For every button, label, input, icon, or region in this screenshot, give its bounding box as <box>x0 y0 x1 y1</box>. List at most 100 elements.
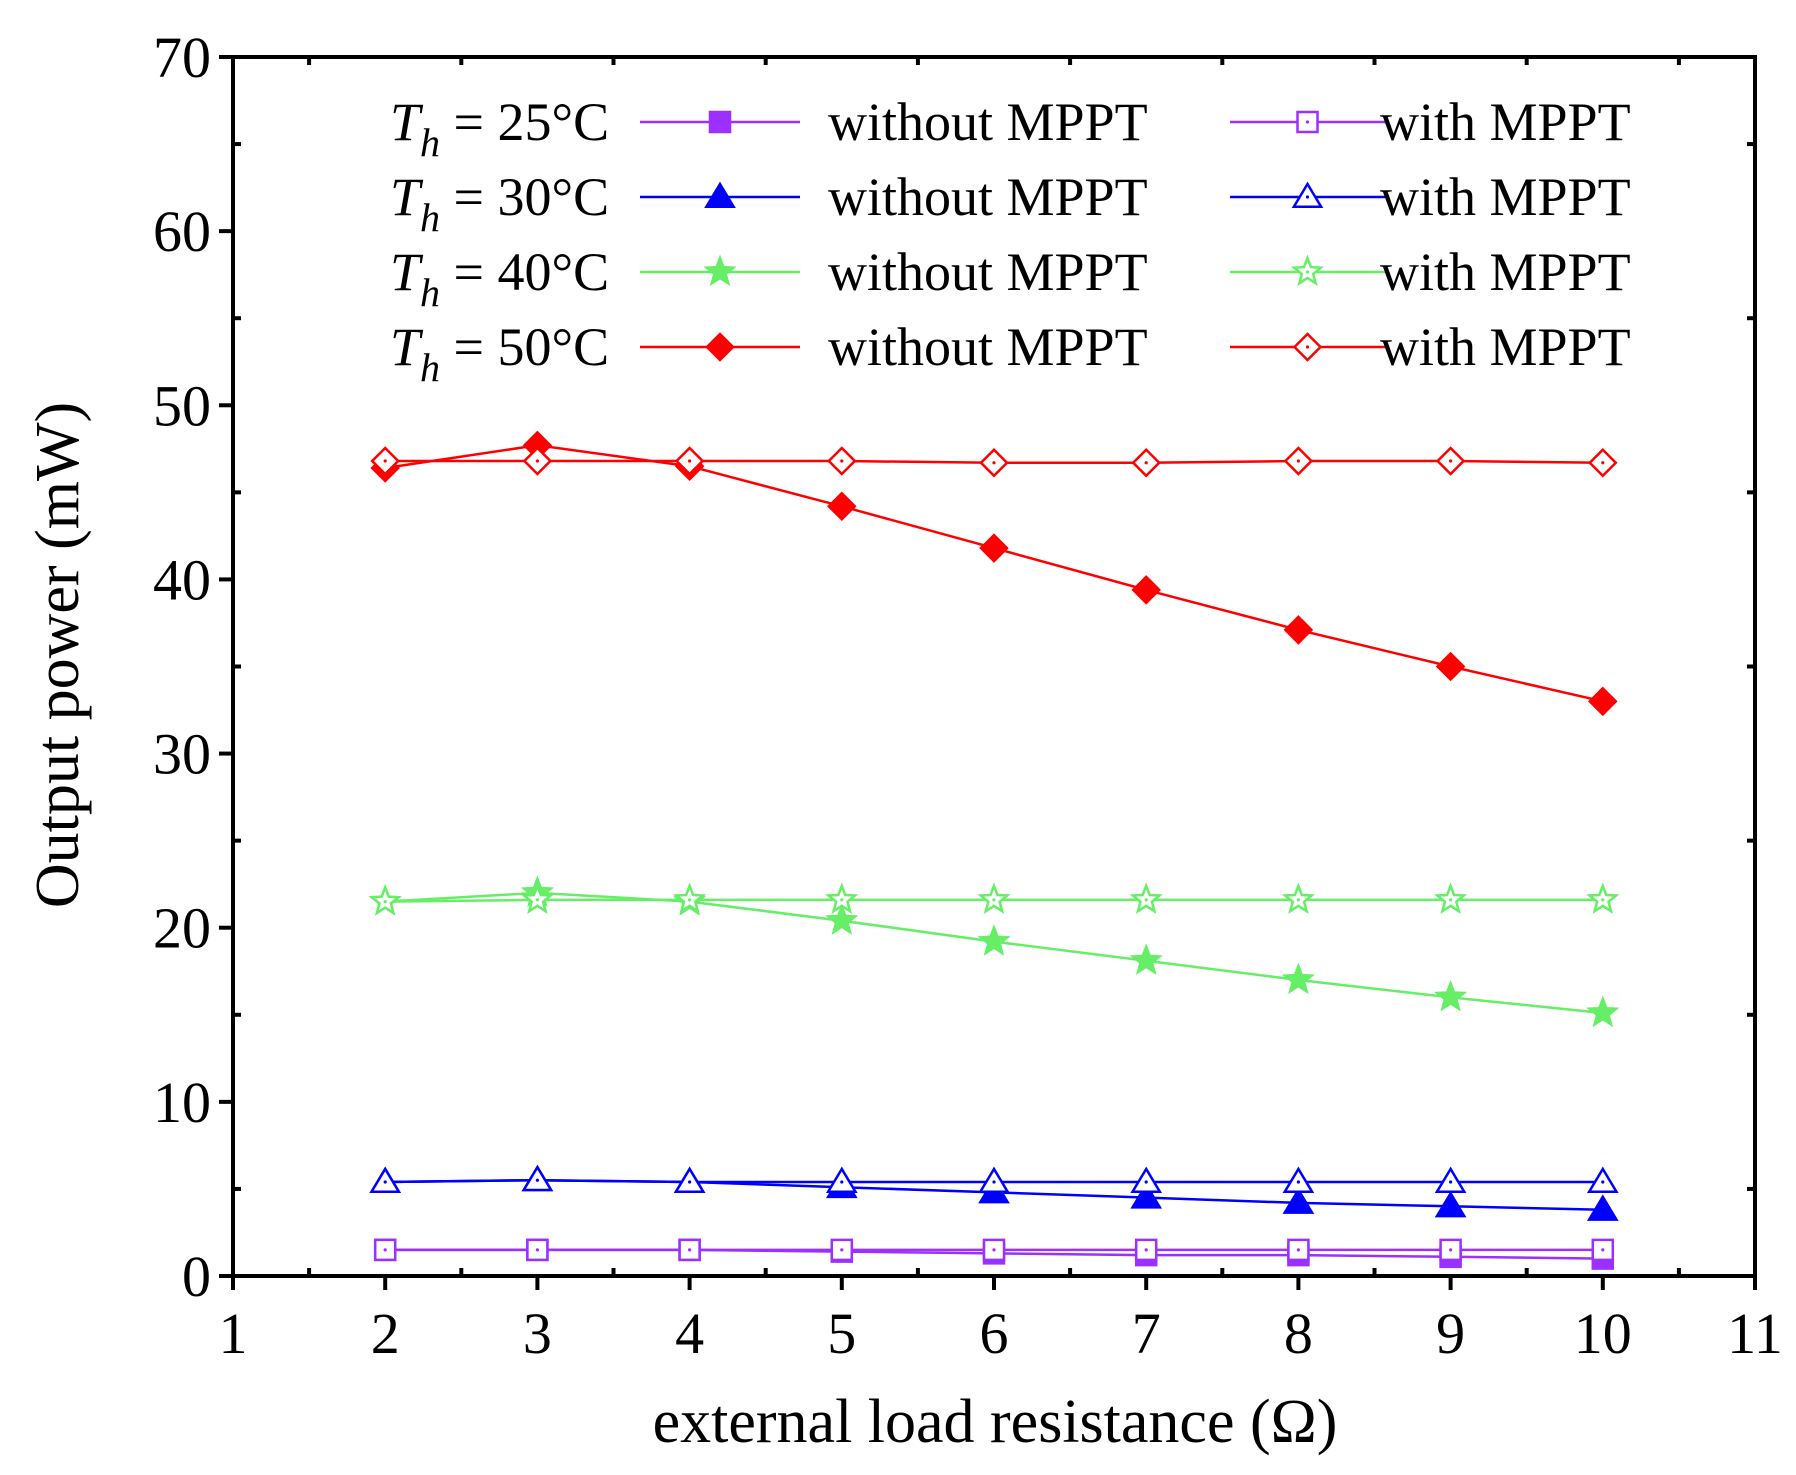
legend-T: T <box>390 317 424 377</box>
data-point-dot <box>1144 1248 1148 1252</box>
legend-label: without MPPT <box>828 317 1148 377</box>
legend-temperature-label: Th = 50°C <box>390 317 609 390</box>
data-point <box>979 533 1009 563</box>
y-tick-label: 60 <box>153 199 211 264</box>
legend-T: T <box>390 92 424 152</box>
data-point-dot <box>535 1178 540 1182</box>
legend-entry: without MPPT <box>640 92 1148 152</box>
legend-marker <box>705 332 735 362</box>
legend-T-subscript: h <box>420 270 440 315</box>
legend-temperature-label: Th = 30°C <box>390 167 609 240</box>
series-25c-with-mppt <box>373 1238 1615 1262</box>
legend-entry: with MPPT <box>1230 92 1631 152</box>
data-point-dot <box>840 898 844 902</box>
x-tick-label: 8 <box>1284 1301 1313 1366</box>
data-point-dot <box>535 1248 540 1252</box>
y-tick-label: 40 <box>153 547 211 612</box>
y-tick-label: 20 <box>153 896 211 961</box>
legend-entry: with MPPT <box>1230 317 1631 377</box>
data-point <box>1129 943 1163 975</box>
legend-temperature-label: Th = 40°C <box>390 242 609 315</box>
data-point <box>827 491 857 522</box>
data-point-dot <box>688 1248 692 1252</box>
legend-marker-dot <box>1305 270 1310 274</box>
legend-entry: without MPPT <box>640 242 1148 302</box>
data-point-dot <box>1449 459 1453 463</box>
x-tick-label: 11 <box>1727 1301 1783 1366</box>
legend-entry: without MPPT <box>640 167 1148 227</box>
data-point-dot <box>1296 1180 1300 1184</box>
data-point-dot <box>1296 1248 1300 1252</box>
legend-marker <box>708 110 732 134</box>
y-tick-label: 10 <box>153 1070 211 1135</box>
data-point-dot <box>688 1180 692 1184</box>
x-tick-label: 10 <box>1574 1301 1632 1366</box>
y-axis-title: Output power (mW) <box>24 402 92 908</box>
data-point <box>1282 1187 1315 1214</box>
legend-label: with MPPT <box>1380 92 1631 152</box>
data-point-dot <box>535 898 540 902</box>
data-point <box>1586 1194 1619 1221</box>
x-tick-label: 4 <box>675 1301 704 1366</box>
x-tick-label: 2 <box>371 1301 400 1366</box>
legend-T-subscript: h <box>420 195 440 240</box>
legend-marker <box>1291 181 1324 208</box>
legend-label: without MPPT <box>828 92 1148 152</box>
data-point <box>1281 962 1316 995</box>
data-point <box>1130 1182 1163 1209</box>
series-40c-with-mppt <box>368 882 1620 916</box>
y-tick-label: 30 <box>153 722 211 787</box>
data-point-dot <box>535 459 540 463</box>
legend-T-value: = 40°C <box>440 242 609 302</box>
plot-frame <box>231 55 1757 1278</box>
legend-marker-dot <box>1305 195 1310 199</box>
data-point-dot <box>1601 461 1605 465</box>
data-point <box>1434 1190 1467 1218</box>
data-point <box>825 903 859 935</box>
legend-T-subscript: h <box>420 345 440 390</box>
legend-label: without MPPT <box>828 242 1148 302</box>
x-tick-label: 9 <box>1436 1301 1465 1366</box>
legend: Th = 25°C without MPPT with MPPT Th = 30°C w… <box>390 92 1631 390</box>
data-point <box>369 1166 402 1193</box>
series-30c-with-mppt <box>369 1164 1619 1193</box>
data-point <box>673 1166 706 1193</box>
data-point-dot <box>1601 1248 1605 1252</box>
axes: 1 2 3 4 5 6 7 8 9 10 11 0 10 20 30 40 50 60 70 <box>153 25 1783 1366</box>
x-axis-title: external load resistance (Ω) <box>653 1388 1338 1456</box>
data-point-dot <box>992 1248 996 1252</box>
data-point-dot <box>1144 1180 1148 1184</box>
data-point-dot <box>992 898 996 902</box>
legend-marker-dot <box>1305 345 1310 349</box>
legend-T: T <box>390 167 424 227</box>
data-point-dot <box>840 1180 844 1184</box>
legend-entry: with MPPT <box>1230 242 1631 302</box>
legend-label: with MPPT <box>1380 317 1631 377</box>
legend-marker-dot <box>1305 120 1310 124</box>
data-point <box>1131 575 1161 605</box>
data-point-dot <box>1296 898 1300 902</box>
x-tick-label: 7 <box>1132 1301 1161 1366</box>
data-point <box>978 1166 1010 1193</box>
series-layer <box>368 430 1620 1270</box>
data-point <box>977 924 1011 956</box>
data-point <box>1588 686 1618 717</box>
data-point <box>521 1164 554 1192</box>
data-point-dot <box>383 899 387 904</box>
legend-marker <box>704 181 736 208</box>
data-point <box>1433 979 1468 1012</box>
legend-marker <box>703 254 737 287</box>
data-point-dot <box>1144 898 1148 902</box>
legend-temperature-label: Th = 25°C <box>390 92 609 165</box>
legend-T-subscript: h <box>420 120 440 165</box>
legend-T: T <box>390 242 424 302</box>
data-point-dot <box>688 459 692 463</box>
y-tick-label: 0 <box>182 1244 211 1309</box>
data-point-dot <box>383 459 387 463</box>
legend-entry: with MPPT <box>1230 167 1631 227</box>
data-point-dot <box>1449 1180 1453 1184</box>
legend-label: without MPPT <box>828 167 1148 227</box>
y-tick-label: 70 <box>153 25 211 90</box>
data-point <box>1586 995 1620 1028</box>
